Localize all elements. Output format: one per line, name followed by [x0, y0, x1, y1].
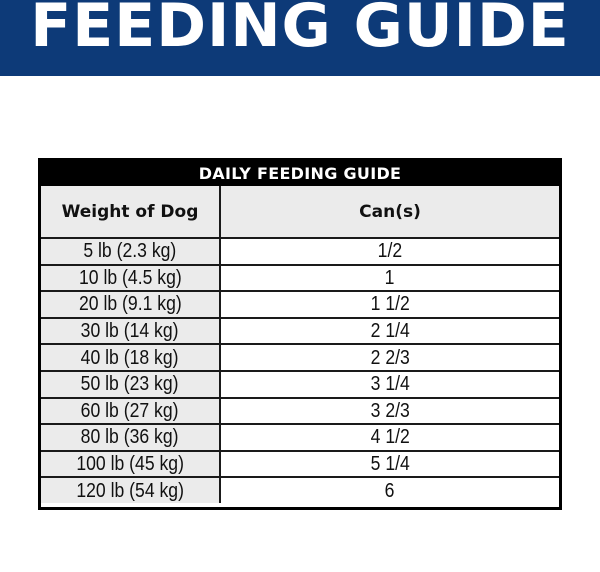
- weight-cell: 60 lb (27 kg): [41, 396, 221, 426]
- header-banner: FEEDING GUIDE: [0, 0, 600, 76]
- table-title: DAILY FEEDING GUIDE: [41, 161, 559, 186]
- table-row: 5 lb (2.3 kg) 1/2: [41, 237, 559, 266]
- cans-cell: 1 1/2: [219, 290, 559, 319]
- weight-cell: 40 lb (18 kg): [41, 343, 221, 372]
- header-row: Weight of Dog Can(s): [41, 186, 559, 239]
- feeding-table: Weight of Dog Can(s) 5 lb (2.3 kg) 1/2 1…: [41, 186, 559, 503]
- weight-cell: 30 lb (14 kg): [41, 316, 221, 346]
- table-row: 30 lb (14 kg) 2 1/4: [41, 316, 559, 346]
- weight-cell: 10 lb (4.5 kg): [41, 263, 221, 293]
- feeding-guide-table: DAILY FEEDING GUIDE Weight of Dog Can(s)…: [38, 158, 562, 510]
- table-row: 100 lb (45 kg) 5 1/4: [41, 449, 559, 479]
- column-header-weight: Weight of Dog: [41, 186, 221, 239]
- weight-cell: 5 lb (2.3 kg): [41, 237, 221, 266]
- table-row: 60 lb (27 kg) 3 2/3: [41, 396, 559, 426]
- weight-cell: 100 lb (45 kg): [41, 449, 221, 479]
- weight-cell: 20 lb (9.1 kg): [41, 290, 221, 319]
- weight-cell: 50 lb (23 kg): [41, 369, 221, 399]
- cans-cell: 5 1/4: [219, 449, 559, 479]
- weight-cell: 120 lb (54 kg): [41, 476, 221, 503]
- cans-cell: 1/2: [219, 237, 559, 266]
- table-row: 40 lb (18 kg) 2 2/3: [41, 343, 559, 372]
- cans-cell: 6: [219, 476, 559, 503]
- cans-cell: 3 1/4: [219, 369, 559, 399]
- page-title: FEEDING GUIDE: [30, 0, 570, 61]
- cans-cell: 3 2/3: [219, 396, 559, 426]
- table-row: 50 lb (23 kg) 3 1/4: [41, 369, 559, 399]
- cans-cell: 1: [219, 263, 559, 293]
- table-row: 80 lb (36 kg) 4 1/2: [41, 423, 559, 452]
- cans-cell: 2 1/4: [219, 316, 559, 346]
- column-header-cans: Can(s): [219, 186, 559, 239]
- weight-cell: 80 lb (36 kg): [41, 423, 221, 452]
- cans-cell: 4 1/2: [219, 423, 559, 452]
- table-row: 120 lb (54 kg) 6: [41, 476, 559, 503]
- table-row: 20 lb (9.1 kg) 1 1/2: [41, 290, 559, 319]
- table-row: 10 lb (4.5 kg) 1: [41, 263, 559, 293]
- cans-cell: 2 2/3: [219, 343, 559, 372]
